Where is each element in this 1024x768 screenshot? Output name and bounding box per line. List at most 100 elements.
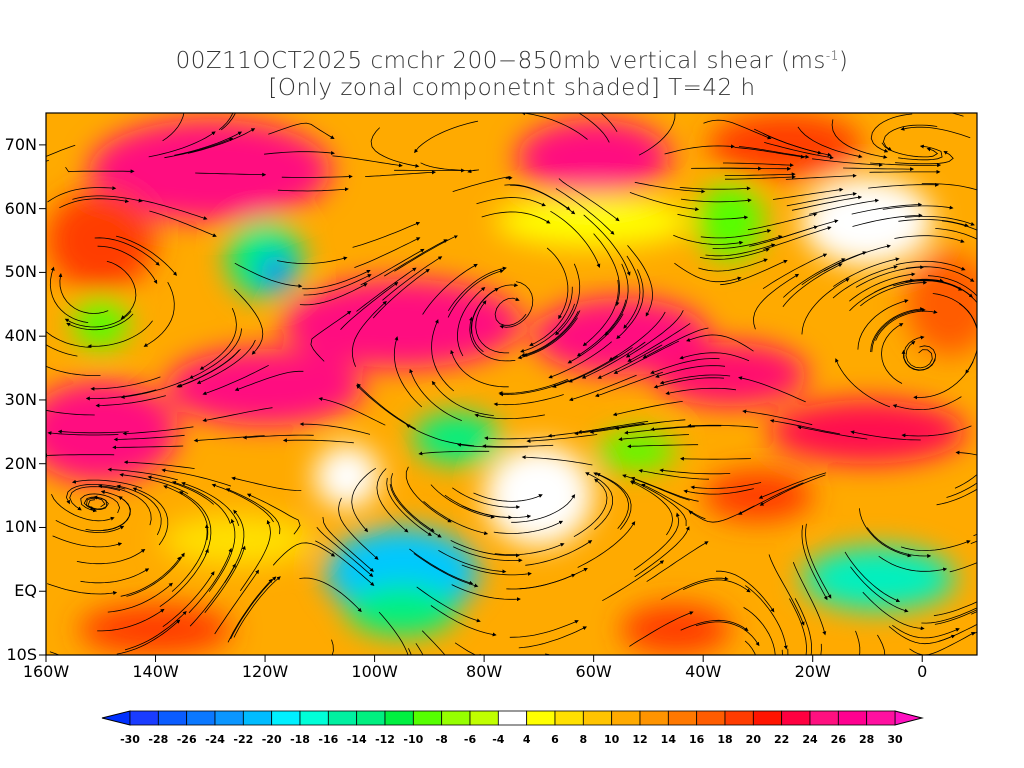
streamline [786,192,857,207]
streamline [272,542,336,566]
streamline [506,573,576,590]
streamline [878,555,948,572]
streamline [264,151,335,155]
streamline [469,316,516,362]
shading-region [160,514,315,566]
streamline [112,445,184,450]
streamline [627,245,653,317]
streamline [850,566,909,613]
streamline [762,253,828,290]
colorbar-label: 20 [745,733,761,746]
streamline [791,195,863,211]
streamline [698,258,768,272]
streamline [738,482,804,515]
streamline [677,213,749,220]
streamline [529,286,573,346]
streamline [383,239,448,277]
streamline [451,584,521,602]
streamline [517,317,578,360]
streamline [548,341,612,379]
streamline [935,228,977,240]
streamline [85,496,131,532]
streamline [172,481,231,524]
shading-region [46,189,156,292]
streamline [893,280,963,291]
colorbar-swatch [639,710,669,726]
colorbar-label: 8 [579,733,588,746]
streamline [900,126,971,139]
streamline [659,468,731,475]
streamline [866,527,932,558]
streamline [682,579,751,593]
streamline [909,632,976,655]
streamline [608,311,666,361]
streamline [386,477,432,537]
streamline [97,608,165,632]
streamline [147,475,214,505]
shading-region [621,603,731,655]
colorbar-swatch [724,710,754,726]
colorbar-label: -10 [403,733,424,746]
colorbar-label: -14 [346,733,367,746]
streamline [176,349,240,388]
streamline [499,379,569,397]
streamline [365,170,436,177]
streamline [338,497,379,560]
streamline [764,142,834,160]
colorbar-swatch [667,710,698,726]
streamline [664,144,735,155]
streamline [46,144,76,157]
streamline [781,649,783,655]
streamline [783,258,846,298]
streamline [239,519,271,592]
streamline [901,345,937,371]
streamline [949,562,977,573]
streamline [812,158,883,167]
streamline [792,562,827,636]
streamline [52,535,123,548]
streamline [593,233,621,307]
streamline [613,340,679,374]
shading-region [599,431,676,471]
streamline [199,308,237,370]
streamline [46,453,115,458]
streamline [941,220,977,231]
streamline [162,113,185,142]
streamline [430,605,497,637]
colorbar-swatch [526,710,556,726]
streamline [123,460,195,469]
streamline [772,187,844,200]
colorbar-swatch [497,710,528,726]
streamline [600,113,618,133]
shading-region [697,183,764,260]
streamline [332,155,403,168]
streamline [268,122,335,140]
streamline [855,265,925,288]
colorbar-label: -22 [233,733,254,746]
streamline [642,327,709,359]
streamline [493,520,564,534]
streamline [749,225,819,247]
streamline [107,467,178,481]
streamline [149,210,217,237]
streamline [577,521,636,568]
streamline [971,611,977,615]
colorbar-swatch [186,710,216,726]
lat-label: 30N [4,389,37,409]
streamline [94,237,160,266]
streamline [430,484,495,519]
colorbar-label: -12 [375,733,395,746]
streamline [699,248,770,260]
streamline [227,578,273,643]
streamline [578,113,610,143]
colorbar-label: 10 [604,733,620,746]
streamline [72,195,143,203]
streamline [189,328,242,379]
lon-label: 80W [466,662,503,681]
streamline [973,533,977,537]
streamline [614,419,686,431]
streamline [331,639,334,655]
streamline [859,508,912,558]
streamline [281,174,353,179]
streamline [46,344,78,357]
